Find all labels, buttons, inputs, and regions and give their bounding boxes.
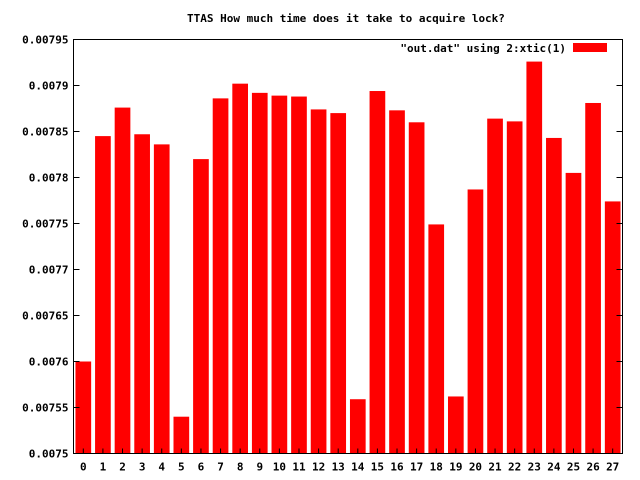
bars — [75, 61, 621, 454]
x-tick-label: 12 — [312, 461, 325, 474]
chart-title: TTAS How much time does it take to acqui… — [187, 12, 505, 25]
x-tick-label: 21 — [488, 461, 502, 474]
bar-19 — [447, 396, 464, 454]
x-axis-ticks: 0 1 2 3 4 5 6 7 8 9 10 11 12 13 14 15 16 17 18 19 20 21 22 23 24… — [80, 448, 619, 474]
y-tick-label: 0.0077 — [29, 264, 69, 277]
bar-16 — [389, 110, 405, 454]
x-tick-label: 0 — [80, 461, 87, 474]
x-tick-label: 24 — [547, 461, 561, 474]
x-tick-label: 23 — [528, 461, 541, 474]
x-tick-label: 4 — [158, 461, 165, 474]
y-tick-label: 0.00755 — [22, 402, 68, 415]
bar-8 — [232, 83, 249, 454]
bar-24 — [546, 137, 562, 454]
x-tick-label: 6 — [198, 461, 205, 474]
plot-frame — [73, 39, 623, 454]
bar-6 — [193, 159, 209, 454]
bar-9 — [251, 92, 268, 454]
x-tick-label: 20 — [469, 461, 482, 474]
bar-26 — [585, 102, 601, 454]
x-tick-label: 14 — [351, 461, 365, 474]
bar-0 — [75, 361, 92, 454]
x-tick-label: 2 — [119, 461, 126, 474]
bar-11 — [291, 96, 307, 454]
x-tick-label: 1 — [100, 461, 107, 474]
bar-12 — [310, 109, 327, 454]
bar-7 — [212, 98, 229, 454]
y-tick-label: 0.00795 — [22, 34, 68, 47]
bar-27 — [604, 201, 621, 454]
bar-3 — [134, 134, 150, 454]
bar-1 — [95, 136, 111, 454]
x-tick-label: 25 — [567, 461, 580, 474]
y-tick-label: 0.0076 — [29, 356, 69, 369]
x-tick-label: 11 — [292, 461, 306, 474]
y-tick-label: 0.0075 — [29, 448, 69, 461]
x-tick-label: 3 — [139, 461, 146, 474]
y-tick-label: 0.00785 — [22, 126, 68, 139]
bar-4 — [153, 144, 170, 454]
x-tick-label: 27 — [606, 461, 619, 474]
y-tick-label: 0.00765 — [22, 310, 68, 323]
y-tick-label: 0.0079 — [29, 80, 69, 93]
legend-label: "out.dat" using 2:xtic(1) — [400, 42, 566, 55]
bar-21 — [487, 118, 503, 454]
x-tick-label: 17 — [410, 461, 423, 474]
x-tick-label: 8 — [237, 461, 244, 474]
x-tick-label: 22 — [508, 461, 521, 474]
y-axis-ticks: 0.0075 0.00755 0.0076 0.00765 0.0077 0.00775 0… — [22, 34, 623, 461]
x-tick-label: 15 — [371, 461, 384, 474]
bar-15 — [369, 91, 386, 454]
y-tick-label: 0.0078 — [29, 172, 69, 185]
bar-17 — [408, 122, 425, 454]
bar-23 — [526, 61, 543, 454]
bar-2 — [114, 107, 131, 454]
bar-5 — [173, 416, 190, 454]
x-tick-label: 16 — [390, 461, 404, 474]
bar-14 — [349, 399, 366, 454]
bar-13 — [330, 113, 347, 454]
x-tick-label: 19 — [449, 461, 462, 474]
x-tick-label: 13 — [332, 461, 345, 474]
legend-swatch — [573, 43, 607, 52]
x-tick-label: 26 — [586, 461, 600, 474]
x-tick-label: 18 — [430, 461, 443, 474]
bar-10 — [271, 95, 288, 454]
x-tick-label: 9 — [256, 461, 263, 474]
bar-25 — [565, 172, 582, 454]
bar-22 — [506, 121, 523, 454]
x-tick-label: 10 — [273, 461, 286, 474]
bar-20 — [467, 189, 484, 454]
legend: "out.dat" using 2:xtic(1) — [400, 42, 607, 55]
x-tick-label: 7 — [217, 461, 224, 474]
y-tick-label: 0.00775 — [22, 218, 68, 231]
x-tick-label: 5 — [178, 461, 185, 474]
bar-18 — [428, 224, 445, 454]
